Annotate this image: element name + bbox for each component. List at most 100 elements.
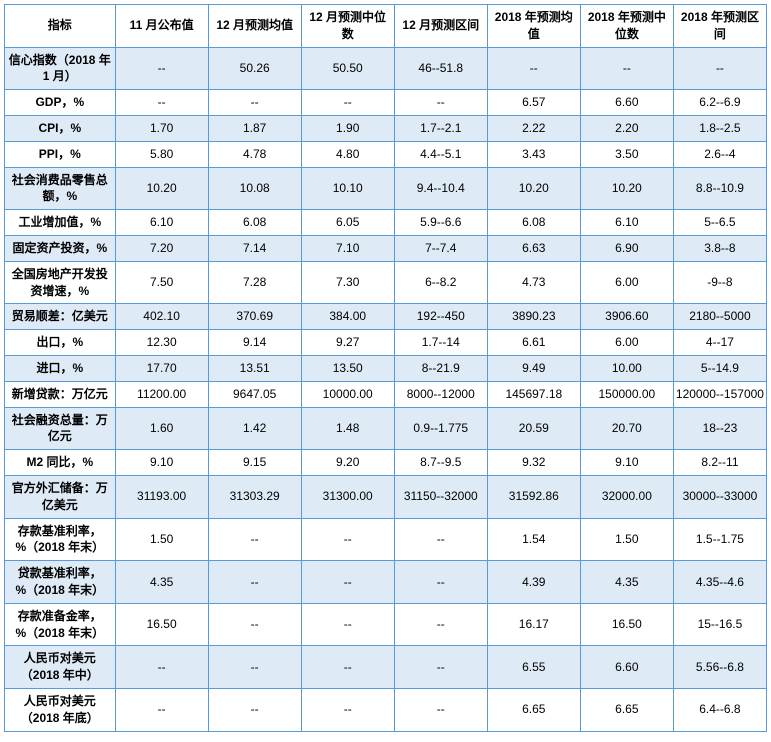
table-row: 存款基准利率，%（2018 年末）1.50------1.541.501.5--… — [5, 518, 767, 561]
value-cell: 8.7--9.5 — [394, 450, 487, 476]
indicator-cell: CPI，% — [5, 115, 116, 141]
value-cell: 15--16.5 — [673, 603, 766, 646]
value-cell: -- — [394, 561, 487, 604]
table-row: 社会融资总量：万亿元1.601.421.480.9--1.77520.5920.… — [5, 407, 767, 450]
value-cell: 0.9--1.775 — [394, 407, 487, 450]
value-cell: 6.08 — [487, 210, 580, 236]
value-cell: 10000.00 — [301, 381, 394, 407]
table-row: 出口，%12.309.149.271.7--146.616.004--17 — [5, 330, 767, 356]
value-cell: -- — [394, 90, 487, 116]
value-cell: 2.6--4 — [673, 141, 766, 167]
value-cell: 3890.23 — [487, 304, 580, 330]
value-cell: 10.00 — [580, 355, 673, 381]
value-cell: 12.30 — [115, 330, 208, 356]
value-cell: 31303.29 — [208, 475, 301, 518]
table-row: 进口，%17.7013.5113.508--21.99.4910.005--14… — [5, 355, 767, 381]
value-cell: -- — [394, 518, 487, 561]
value-cell: 5.80 — [115, 141, 208, 167]
table-row: 贷款基准利率，%（2018 年末）4.35------4.394.354.35-… — [5, 561, 767, 604]
value-cell: 3.50 — [580, 141, 673, 167]
value-cell: 2.22 — [487, 115, 580, 141]
table-header: 指标 11 月公布值 12 月预测均值 12 月预测中位数 12 月预测区间 2… — [5, 5, 767, 48]
value-cell: 9.10 — [115, 450, 208, 476]
table-row: CPI，%1.701.871.901.7--2.12.222.201.8--2.… — [5, 115, 767, 141]
value-cell: 9647.05 — [208, 381, 301, 407]
value-cell: 6.63 — [487, 235, 580, 261]
value-cell: 4--17 — [673, 330, 766, 356]
value-cell: 6.00 — [580, 261, 673, 304]
value-cell: 7.14 — [208, 235, 301, 261]
value-cell: 50.26 — [208, 47, 301, 90]
value-cell: 6.60 — [580, 646, 673, 689]
table-row: 全国房地产开发投资增速，%7.507.287.306--8.24.736.00-… — [5, 261, 767, 304]
col-header-2018-range: 2018 年预测区间 — [673, 5, 766, 48]
value-cell: 384.00 — [301, 304, 394, 330]
value-cell: 10.20 — [115, 167, 208, 210]
value-cell: 1.8--2.5 — [673, 115, 766, 141]
value-cell: 7.50 — [115, 261, 208, 304]
value-cell: 9.27 — [301, 330, 394, 356]
value-cell: 7--7.4 — [394, 235, 487, 261]
value-cell: 13.51 — [208, 355, 301, 381]
value-cell: 6.10 — [115, 210, 208, 236]
value-cell: 9.32 — [487, 450, 580, 476]
value-cell: -- — [208, 518, 301, 561]
col-header-dec-range: 12 月预测区间 — [394, 5, 487, 48]
indicator-cell: 全国房地产开发投资增速，% — [5, 261, 116, 304]
value-cell: 9.10 — [580, 450, 673, 476]
value-cell: 4.80 — [301, 141, 394, 167]
value-cell: 1.54 — [487, 518, 580, 561]
value-cell: 8.8--10.9 — [673, 167, 766, 210]
value-cell: 31193.00 — [115, 475, 208, 518]
table-row: GDP，%--------6.576.606.2--6.9 — [5, 90, 767, 116]
value-cell: 1.87 — [208, 115, 301, 141]
value-cell: 6.55 — [487, 646, 580, 689]
indicator-cell: 新增贷款：万亿元 — [5, 381, 116, 407]
indicator-cell: 社会消费品零售总额，% — [5, 167, 116, 210]
value-cell: 1.42 — [208, 407, 301, 450]
value-cell: -- — [301, 561, 394, 604]
value-cell: 17.70 — [115, 355, 208, 381]
value-cell: 8--21.9 — [394, 355, 487, 381]
value-cell: 18--23 — [673, 407, 766, 450]
value-cell: 11200.00 — [115, 381, 208, 407]
value-cell: -- — [673, 47, 766, 90]
table-row: 官方外汇储备：万亿美元31193.0031303.2931300.0031150… — [5, 475, 767, 518]
value-cell: -- — [208, 90, 301, 116]
value-cell: -- — [301, 688, 394, 731]
value-cell: 5.9--6.6 — [394, 210, 487, 236]
table-row: 人民币对美元（2018 年中）--------6.556.605.56--6.8 — [5, 646, 767, 689]
value-cell: -- — [115, 90, 208, 116]
value-cell: -- — [208, 646, 301, 689]
header-row: 指标 11 月公布值 12 月预测均值 12 月预测中位数 12 月预测区间 2… — [5, 5, 767, 48]
indicator-cell: 官方外汇储备：万亿美元 — [5, 475, 116, 518]
value-cell: 46--51.8 — [394, 47, 487, 90]
value-cell: 20.70 — [580, 407, 673, 450]
value-cell: 2180--5000 — [673, 304, 766, 330]
value-cell: 16.17 — [487, 603, 580, 646]
value-cell: 6.05 — [301, 210, 394, 236]
value-cell: 6.90 — [580, 235, 673, 261]
table-row: 信心指数（2018 年1 月）--50.2650.5046--51.8-----… — [5, 47, 767, 90]
value-cell: 7.20 — [115, 235, 208, 261]
value-cell: 6.08 — [208, 210, 301, 236]
value-cell: 2.20 — [580, 115, 673, 141]
table-row: 贸易顺差：亿美元402.10370.69384.00192--4503890.2… — [5, 304, 767, 330]
value-cell: 5--14.9 — [673, 355, 766, 381]
indicator-cell: 贷款基准利率，%（2018 年末） — [5, 561, 116, 604]
value-cell: 9.20 — [301, 450, 394, 476]
value-cell: 5--6.5 — [673, 210, 766, 236]
value-cell: 4.35--4.6 — [673, 561, 766, 604]
value-cell: 20.59 — [487, 407, 580, 450]
value-cell: 1.7--14 — [394, 330, 487, 356]
indicator-cell: 贸易顺差：亿美元 — [5, 304, 116, 330]
value-cell: 5.56--6.8 — [673, 646, 766, 689]
table-body: 信心指数（2018 年1 月）--50.2650.5046--51.8-----… — [5, 47, 767, 731]
col-header-dec-median: 12 月预测中位数 — [301, 5, 394, 48]
value-cell: 6.57 — [487, 90, 580, 116]
value-cell: 3.8--8 — [673, 235, 766, 261]
value-cell: 1.48 — [301, 407, 394, 450]
indicator-cell: PPI，% — [5, 141, 116, 167]
table-row: 人民币对美元（2018 年底）--------6.656.656.4--6.8 — [5, 688, 767, 731]
value-cell: 1.70 — [115, 115, 208, 141]
